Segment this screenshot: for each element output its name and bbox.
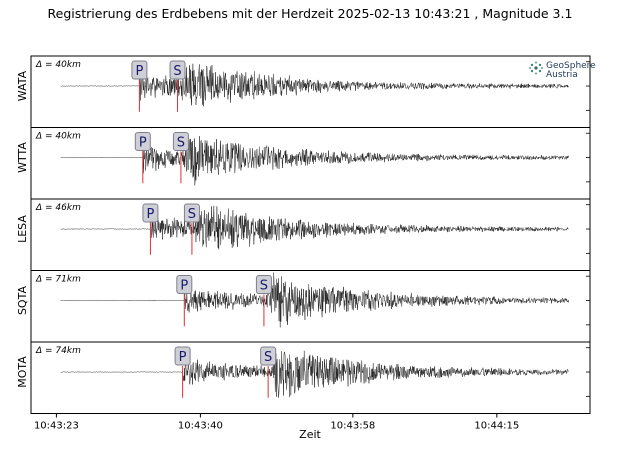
x-axis-label: Zeit — [299, 428, 321, 441]
station-label: MOTA — [16, 356, 29, 388]
x-axis: 10:43:23 10:43:40 10:43:58 10:44:15 — [34, 413, 519, 432]
trace-panels: WATA Δ = 40km P S WTTA Δ = 40km P S LESA Δ = 46km… — [16, 55, 591, 414]
p-phase-box — [134, 132, 151, 151]
s-phase-box — [169, 60, 186, 80]
s-phase-box — [255, 275, 272, 294]
p-phase-box — [142, 203, 159, 223]
x-tick-label: 10:43:40 — [178, 421, 223, 432]
panel-frame — [30, 127, 591, 200]
trace-panel-mota: MOTA Δ = 74km P S — [16, 341, 591, 414]
trace-panel-wtta: WTTA Δ = 40km P S — [16, 127, 591, 200]
station-label: LESA — [16, 215, 29, 243]
station-label: SQTA — [16, 286, 29, 316]
station-label: WTTA — [16, 142, 29, 173]
geosphere-logo: GeoSphere Austria — [529, 61, 596, 80]
logo-line1: GeoSphere — [546, 61, 596, 71]
p-phase-label: P — [147, 207, 155, 222]
trace-panel-wata: WATA Δ = 40km P S — [16, 55, 591, 128]
waveform-lesa — [60, 205, 569, 250]
x-tick-label: 10:43:58 — [330, 421, 375, 432]
s-phase-label: S — [173, 64, 181, 79]
geosphere-logo-mark — [529, 61, 543, 75]
panel-frame — [30, 55, 591, 128]
p-phase-box — [131, 60, 148, 80]
s-phase-label: S — [177, 136, 185, 151]
p-phase-box — [176, 275, 193, 294]
p-phase-label: P — [135, 64, 143, 79]
s-phase-label: S — [260, 279, 268, 294]
trace-panel-lesa: LESA Δ = 46km P S — [16, 198, 591, 271]
waveform-mota — [60, 350, 569, 398]
p-phase-label: P — [179, 350, 187, 365]
waveform-wata — [60, 63, 569, 107]
s-phase-box — [172, 132, 189, 151]
p-phase-label: P — [139, 136, 147, 151]
distance-label: Δ = 40km — [35, 60, 81, 70]
s-phase-label: S — [188, 207, 196, 222]
distance-label: Δ = 74km — [35, 346, 81, 356]
station-label: WATA — [16, 70, 29, 101]
x-tick-label: 10:44:15 — [474, 421, 519, 432]
distance-label: Δ = 46km — [35, 203, 81, 213]
x-tick-label: 10:43:23 — [34, 421, 79, 432]
trace-panel-sqta: SQTA Δ = 71km P S — [16, 270, 591, 343]
panel-frame — [30, 198, 591, 271]
panel-frame — [30, 341, 591, 414]
waveform-sqta — [60, 272, 569, 328]
chart-title: Registrierung des Erdbebens mit der Herd… — [48, 6, 573, 21]
waveform-wtta — [60, 136, 569, 186]
distance-label: Δ = 71km — [35, 275, 81, 285]
s-phase-box — [260, 346, 277, 366]
s-phase-label: S — [264, 350, 272, 365]
logo-line2: Austria — [546, 70, 578, 80]
p-phase-box — [174, 346, 191, 366]
p-phase-label: P — [180, 279, 188, 294]
distance-label: Δ = 40km — [35, 132, 81, 142]
s-phase-box — [183, 203, 200, 223]
